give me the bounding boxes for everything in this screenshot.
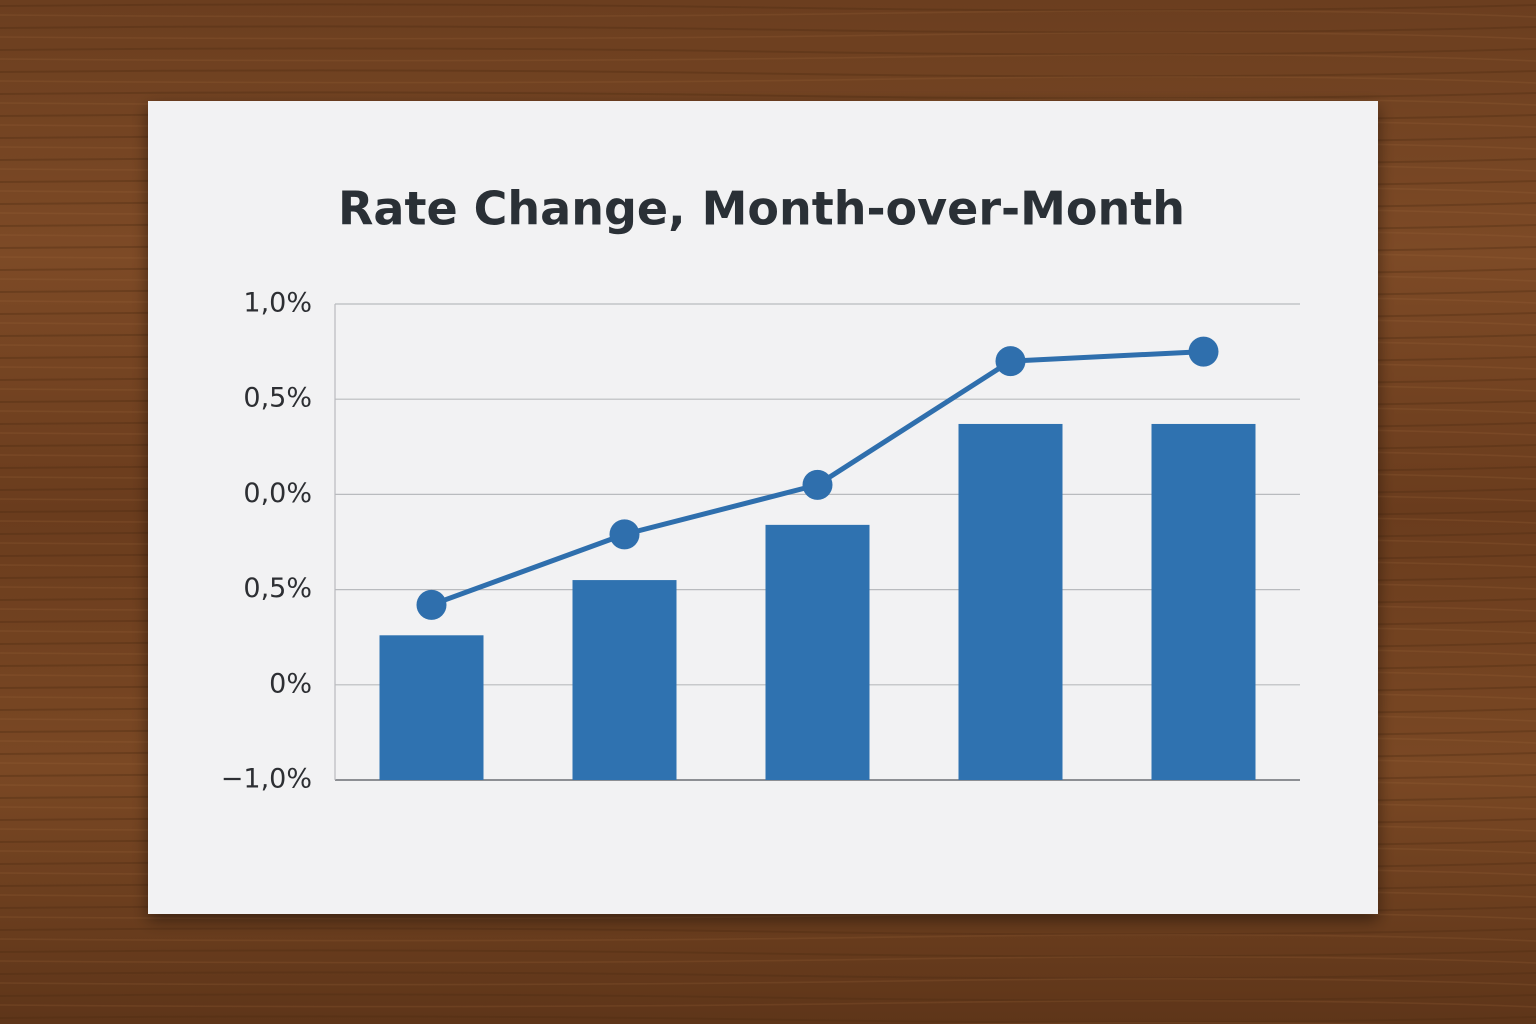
line-point — [609, 519, 640, 550]
line-point — [1188, 336, 1219, 367]
line-point — [995, 346, 1026, 377]
y-tick-label: 0,5% — [243, 383, 312, 414]
bar — [572, 580, 677, 780]
bar — [379, 635, 484, 780]
y-tick-label: 1,0% — [243, 288, 312, 319]
bar — [1151, 423, 1256, 780]
chart-title: Rate Change, Month-over-Month — [338, 182, 1185, 236]
line-point — [416, 589, 447, 620]
bar — [765, 524, 870, 780]
y-tick-label: −1,0% — [221, 764, 312, 795]
bar — [958, 423, 1063, 780]
y-tick-label: 0,5% — [243, 573, 312, 604]
line-point — [802, 469, 833, 500]
y-tick-label: 0% — [269, 668, 312, 699]
y-tick-label: 0,0% — [243, 478, 312, 509]
